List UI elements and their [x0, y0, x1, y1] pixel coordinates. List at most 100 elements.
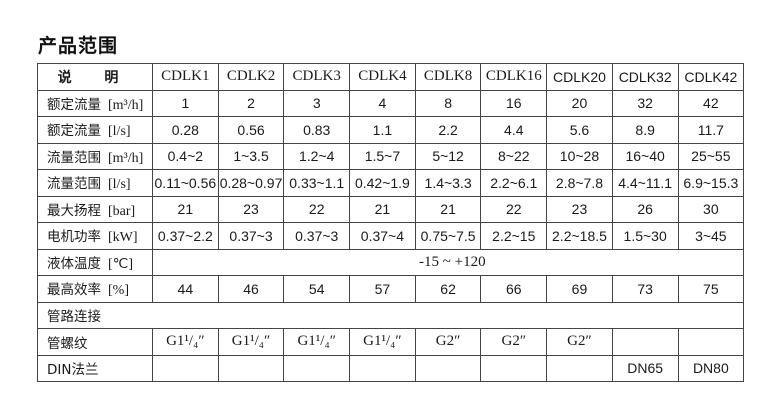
- value-cell: 16: [480, 89, 548, 117]
- product-range-table: 说 明 CDLK1 CDLK2 CDLK3 CDLK4 CDLK8 CDLK16 CDLK20…: [36, 63, 745, 382]
- value-cell: 8: [414, 89, 482, 117]
- value-cell: 2.2~6.1: [480, 169, 548, 197]
- row-label-cell: DIN法兰: [37, 354, 153, 382]
- row-label: 最高效率: [47, 282, 101, 299]
- row-label: 额定流量: [47, 96, 101, 113]
- value-cell: 69: [546, 275, 613, 303]
- table-row: 最大扬程 [bar] 21 23 22 21 21 22 23 26 30: [37, 195, 745, 223]
- value-cell: 0.75~7.5: [414, 222, 482, 250]
- value-cell: 1.5~30: [611, 222, 679, 250]
- row-label: DIN法兰: [47, 362, 99, 379]
- efficiency-row: 最高效率 [%] 44 46 54 57 62 66 69 73 75: [37, 275, 745, 303]
- value-cell: G2″: [546, 328, 613, 356]
- value-cell: 1: [152, 89, 219, 117]
- table-row: 电机功率 [kW] 0.37~2.2 0.37~3 0.37~3 0.37~4 0.75~7…: [37, 222, 745, 250]
- value-cell: [217, 354, 285, 382]
- pipe-connection-row: 管路连接: [36, 301, 745, 329]
- model-header: CDLK16: [480, 63, 548, 91]
- row-unit: [l/s]: [108, 124, 131, 140]
- row-unit: [kW]: [108, 230, 138, 246]
- value-cell: [152, 354, 219, 382]
- row-label-cell: 额定流量 [m³/h]: [37, 89, 153, 117]
- temperature-value: -15 ~ +120: [151, 248, 745, 276]
- row-unit: [%]: [108, 283, 129, 299]
- model-header: CDLK3: [283, 63, 351, 91]
- value-cell: 32: [611, 89, 679, 117]
- value-cell: G2″: [414, 328, 482, 356]
- row-label: 管路连接: [47, 309, 101, 326]
- value-cell: 75: [677, 275, 745, 303]
- value-cell: 42: [677, 89, 745, 117]
- row-label-cell: 流量范围 [m³/h]: [37, 142, 153, 170]
- table-row: 额定流量 [l/s] 0.28 0.56 0.83 1.1 2.2 4.4 5.6 8.9 11.7: [37, 116, 745, 144]
- value-cell: 5.6: [546, 116, 613, 144]
- model-header: CDLK42: [677, 63, 745, 91]
- value-cell: 11.7: [677, 116, 745, 144]
- value-cell: 0.28~0.97: [217, 169, 285, 197]
- value-cell: DN65: [611, 354, 679, 382]
- value-cell: [349, 354, 416, 382]
- model-header: CDLK1: [152, 63, 219, 91]
- model-header: CDLK20: [546, 63, 613, 91]
- value-cell: G1¹/₄″: [217, 328, 285, 356]
- row-label: 最大扬程: [47, 202, 101, 219]
- value-cell: 20: [546, 89, 613, 117]
- row-label-cell: 液体温度 [℃]: [37, 248, 153, 276]
- row-label-cell: 电机功率 [kW]: [37, 222, 153, 250]
- row-unit: [℃]: [108, 256, 134, 272]
- value-cell: 21: [152, 195, 219, 223]
- value-cell: 62: [414, 275, 482, 303]
- row-unit: [l/s]: [108, 177, 131, 193]
- row-unit: [m³/h]: [108, 97, 144, 113]
- value-cell: [480, 354, 548, 382]
- value-cell: 2: [217, 89, 285, 117]
- value-cell: 16~40: [611, 142, 679, 170]
- value-cell: G1¹/₄″: [152, 328, 219, 356]
- row-label: 管螺纹: [47, 335, 88, 352]
- value-cell: 0.37~3: [217, 222, 285, 250]
- table-row: 流量范围 [m³/h] 0.4~2 1~3.5 1.2~4 1.5~7 5~12 8~22 10…: [37, 142, 745, 170]
- row-label-cell: 额定流量 [l/s]: [37, 116, 153, 144]
- value-cell: DN80: [677, 354, 745, 382]
- value-cell: 57: [349, 275, 416, 303]
- row-label-cell: 流量范围 [l/s]: [37, 169, 153, 197]
- value-cell: 8.9: [611, 116, 679, 144]
- row-label: 流量范围: [47, 149, 101, 166]
- value-cell: 46: [217, 275, 285, 303]
- model-header: CDLK8: [414, 63, 482, 91]
- row-label-cell: 最大扬程 [bar]: [37, 195, 153, 223]
- row-label: 电机功率: [47, 229, 101, 246]
- value-cell: 0.37~2.2: [152, 222, 219, 250]
- value-cell: 73: [611, 275, 679, 303]
- row-label-cell: 最高效率 [%]: [37, 275, 153, 303]
- value-cell: [677, 328, 745, 356]
- value-cell: 5~12: [414, 142, 482, 170]
- value-cell: 1.2~4: [283, 142, 351, 170]
- value-cell: 26: [611, 195, 679, 223]
- model-header: CDLK32: [611, 63, 679, 91]
- value-cell: [283, 354, 351, 382]
- value-cell: 0.56: [217, 116, 285, 144]
- value-cell: 30: [677, 195, 745, 223]
- row-label: 流量范围: [47, 176, 101, 193]
- value-cell: 2.2~15: [480, 222, 548, 250]
- table-row: 额定流量 [m³/h] 1 2 3 4 8 16 20 32 42: [37, 89, 745, 117]
- value-cell: [414, 354, 482, 382]
- value-cell: 66: [480, 275, 548, 303]
- row-unit: [bar]: [108, 203, 136, 219]
- value-cell: 2.2: [414, 116, 482, 144]
- value-cell: 1.1: [349, 116, 416, 144]
- row-label: 额定流量: [47, 123, 101, 140]
- value-cell: 23: [217, 195, 285, 223]
- value-cell: 0.37~3: [283, 222, 351, 250]
- value-cell: 2.2~18.5: [546, 222, 613, 250]
- value-cell: 3: [283, 89, 351, 117]
- table-row: 流量范围 [l/s] 0.11~0.56 0.28~0.97 0.33~1.1 0.42~…: [37, 169, 745, 197]
- value-cell: 22: [283, 195, 351, 223]
- value-cell: 0.42~1.9: [349, 169, 416, 197]
- temperature-row: 液体温度 [℃] -15 ~ +120: [37, 248, 745, 276]
- row-unit: [m³/h]: [108, 150, 144, 166]
- value-cell: 1.4~3.3: [414, 169, 482, 197]
- din-row: DIN法兰 DN65 DN80: [37, 354, 745, 382]
- value-cell: G1¹/₄″: [283, 328, 351, 356]
